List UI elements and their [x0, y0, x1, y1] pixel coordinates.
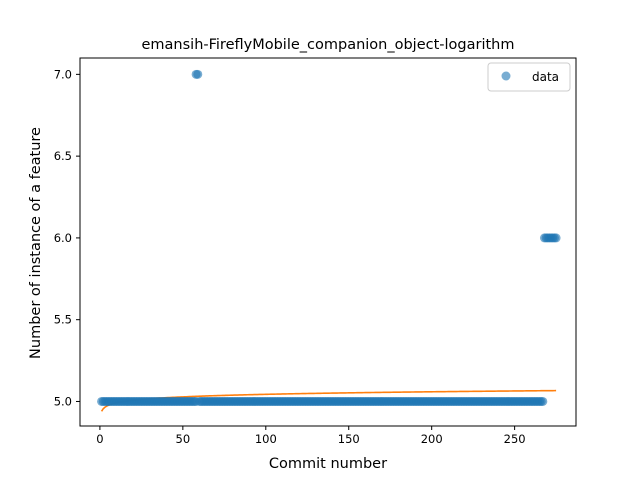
x-tick-label: 0: [96, 432, 103, 446]
chart-title: emansih-FireflyMobile_companion_object-l…: [141, 37, 514, 53]
y-axis-label: Number of instance of a feature: [28, 127, 44, 359]
plot-background: [80, 58, 576, 426]
x-tick-label: 200: [421, 432, 443, 446]
plot-area: [79, 57, 577, 427]
legend-box: [487, 62, 571, 92]
y-axis: 5.0 5.5 6.0 6.5 7.0: [54, 67, 80, 408]
y-tick-label: 6.5: [54, 149, 72, 163]
y-tick-label: 6.0: [54, 231, 72, 245]
x-tick-label: 50: [176, 432, 191, 446]
y-tick-label: 5.0: [54, 394, 72, 408]
x-axis-label: Commit number: [269, 456, 387, 472]
data-point: [538, 396, 548, 406]
data-point: [551, 233, 561, 243]
legend: data: [487, 62, 571, 92]
x-tick-label: 100: [255, 432, 277, 446]
x-tick-label: 250: [504, 432, 526, 446]
data-points: [97, 69, 561, 406]
legend-marker-data: [501, 71, 511, 81]
x-tick-label: 150: [338, 432, 360, 446]
x-axis: 0 50 100 150 200 250: [96, 426, 526, 446]
y-tick-label: 7.0: [54, 67, 72, 81]
legend-label-data: data: [532, 70, 559, 84]
y-tick-label: 5.5: [54, 313, 72, 327]
plot-frame: [79, 57, 577, 427]
data-point: [193, 69, 203, 79]
